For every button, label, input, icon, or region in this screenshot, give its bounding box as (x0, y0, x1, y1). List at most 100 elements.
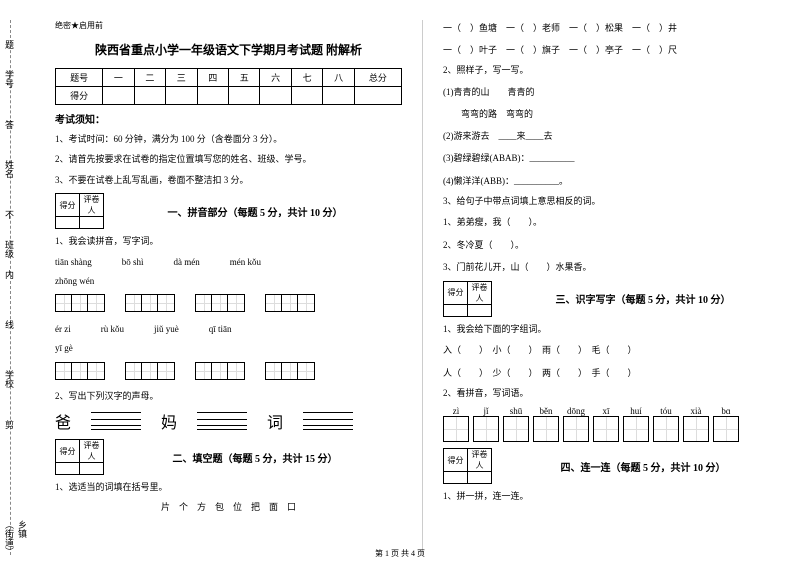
binding-label: 线 (3, 320, 16, 329)
pinyin: bɑ (713, 406, 739, 416)
pinyin: tóu (653, 406, 679, 416)
fill-line: 3、门前花儿开，山（ ）水果香。 (443, 259, 790, 275)
char-grid (55, 294, 105, 312)
binding-label: 学校 (3, 370, 16, 388)
wide-pinyin-row: zì jǐ shū běn dōng xī huí tóu xià bɑ (443, 406, 790, 442)
fill-line: (1)青青的山 青青的 (443, 84, 790, 100)
section-title: 二、填空题（每题 5 分，共计 15 分） (108, 450, 402, 465)
pinyin: zì (443, 406, 469, 416)
cell: 评卷人 (80, 440, 104, 463)
fill-line: 入（ ） 小（ ） 雨（ ） 毛（ ） (443, 342, 790, 358)
question: 1、选适当的词填在括号里。 (55, 481, 402, 495)
char-cell (683, 416, 709, 442)
pinyin: jǐ (473, 406, 499, 416)
binding-label: 题 (3, 40, 16, 49)
cell: 得分 (56, 87, 103, 105)
pinyin: běn (533, 406, 559, 416)
pinyin: bō shì (122, 257, 144, 267)
cell: 得分 (56, 440, 80, 463)
pinyin: huí (623, 406, 649, 416)
column-divider (422, 20, 423, 555)
grader-table: 得分评卷人 (55, 193, 104, 229)
content-area: 绝密★启用前 陕西省重点小学一年级语文下学期月考试题 附解析 题号 一 二 三 … (55, 20, 790, 555)
binding-label: 班级 (3, 240, 16, 258)
grader-table: 得分评卷人 (443, 281, 492, 317)
hanzi: 词 (267, 409, 283, 433)
binding-margin: 乡镇（街道） 剪 学校 线 内 班级 不 姓名 答 学号 题 (10, 20, 50, 555)
char-cell (533, 416, 559, 442)
pinyin: dōng (563, 406, 589, 416)
cell: 二 (134, 69, 165, 87)
pinyin: xià (683, 406, 709, 416)
section-title: 四、连一连（每题 5 分，共计 10 分） (496, 459, 790, 474)
left-column: 绝密★启用前 陕西省重点小学一年级语文下学期月考试题 附解析 题号 一 二 三 … (55, 20, 402, 555)
pinyin: zhōng wén (55, 275, 402, 289)
fill-line: 弯弯的路 弯弯的 (443, 106, 790, 122)
char-grid (195, 294, 245, 312)
fill-line: 一（ ）鱼塘 一（ ）老师 一（ ）松果 一（ ）井 (443, 20, 790, 36)
char-grid-row (55, 362, 402, 380)
char-cell (713, 416, 739, 442)
char-grid (195, 362, 245, 380)
grader-table: 得分评卷人 (443, 448, 492, 484)
cell: 五 (228, 69, 259, 87)
section-header: 得分评卷人 一、拼音部分（每题 5 分，共计 10 分） (55, 193, 402, 229)
cell: 四 (197, 69, 228, 87)
pinyin: ér zi (55, 324, 71, 334)
notice-line: 1、考试时间：60 分钟，满分为 100 分（含卷面分 3 分）。 (55, 132, 402, 146)
binding-label: 姓名 (3, 160, 16, 178)
cell: 六 (260, 69, 291, 87)
table-row: 得分 (56, 87, 402, 105)
three-line-grid (91, 412, 141, 430)
pinyin-row: tiān shàng bō shì dà mén mén kǒu (55, 257, 402, 267)
cell: 题号 (56, 69, 103, 87)
char-grid-row (443, 416, 790, 442)
pinyin-label-row: zì jǐ shū běn dōng xī huí tóu xià bɑ (443, 406, 790, 416)
char-grid-row (55, 294, 402, 312)
fill-line: 人（ ） 少（ ） 两（ ） 手（ ） (443, 365, 790, 381)
char-cell (593, 416, 619, 442)
question: 1、拼一拼，连一连。 (443, 490, 790, 504)
binding-label: 学号 (3, 70, 16, 88)
char-grid (265, 362, 315, 380)
cell: 三 (166, 69, 197, 87)
question: 2、写出下列汉字的声母。 (55, 390, 402, 404)
section-title: 三、识字写字（每题 5 分，共计 10 分） (496, 291, 790, 306)
pinyin: xī (593, 406, 619, 416)
exam-title: 陕西省重点小学一年级语文下学期月考试题 附解析 (55, 41, 402, 58)
fill-line: (2)游来游去 ____来____去 (443, 128, 790, 144)
fill-line: 2、冬冷夏（ ）。 (443, 237, 790, 253)
notice-line: 3、不要在试卷上乱写乱画，卷面不整洁扣 3 分。 (55, 173, 402, 187)
section-header: 得分评卷人 二、填空题（每题 5 分，共计 15 分） (55, 439, 402, 475)
question: 2、照样子，写一写。 (443, 64, 790, 78)
char-grid (125, 362, 175, 380)
hanzi: 妈 (161, 409, 177, 433)
fill-line: (4)懒洋洋(ABB)：__________。 (443, 173, 790, 189)
right-column: 一（ ）鱼塘 一（ ）老师 一（ ）松果 一（ ）井 一（ ）叶子 一（ ）旗子… (443, 20, 790, 555)
char-cell (503, 416, 529, 442)
cell: 七 (291, 69, 322, 87)
char-grid (125, 294, 175, 312)
grader-table: 得分评卷人 (55, 439, 104, 475)
pinyin: yī gè (55, 342, 402, 356)
cell: 评卷人 (468, 281, 492, 304)
pinyin: dà mén (174, 257, 200, 267)
char-cell (473, 416, 499, 442)
hanzi: 爸 (55, 409, 71, 433)
cell: 八 (323, 69, 354, 87)
fill-line: 一（ ）叶子 一（ ）旗子 一（ ）亭子 一（ ）尺 (443, 42, 790, 58)
pinyin: mén kǒu (230, 257, 261, 267)
char-grid (265, 294, 315, 312)
cell: 得分 (444, 449, 468, 472)
cell: 评卷人 (80, 194, 104, 217)
char-cell (563, 416, 589, 442)
notice-title: 考试须知： (55, 111, 402, 126)
page-footer: 第 1 页 共 4 页 (0, 548, 800, 559)
char-cell (443, 416, 469, 442)
char-cell (653, 416, 679, 442)
pinyin: rù kǒu (101, 324, 124, 334)
char-cell (623, 416, 649, 442)
question: 2、看拼音，写词语。 (443, 387, 790, 401)
section-header: 得分评卷人 三、识字写字（每题 5 分，共计 10 分） (443, 281, 790, 317)
cell: 评卷人 (468, 449, 492, 472)
